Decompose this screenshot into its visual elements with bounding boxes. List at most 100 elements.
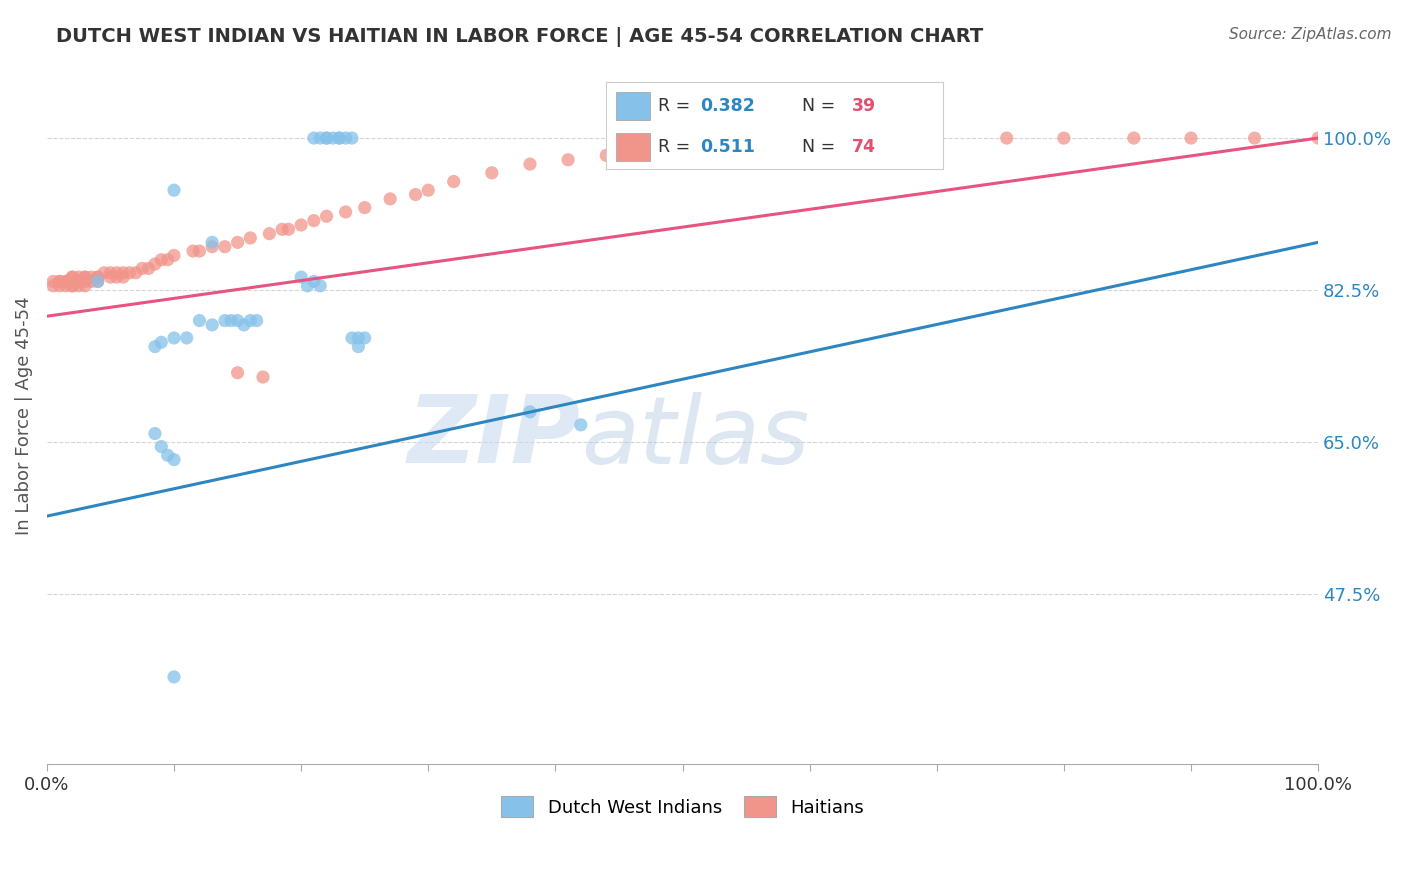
Point xyxy=(353,331,375,345)
Point xyxy=(80,275,103,289)
Point xyxy=(156,448,179,462)
Point xyxy=(80,270,103,285)
Point xyxy=(55,275,77,289)
Point xyxy=(347,331,370,345)
Point xyxy=(1308,131,1330,145)
Point xyxy=(112,270,135,285)
Point xyxy=(277,222,299,236)
Point xyxy=(60,270,83,285)
Y-axis label: In Labor Force | Age 45-54: In Labor Force | Age 45-54 xyxy=(15,297,32,535)
Point xyxy=(259,227,281,241)
Point xyxy=(100,270,122,285)
Point xyxy=(335,205,357,219)
Point xyxy=(42,278,65,293)
Point xyxy=(67,275,90,289)
Point xyxy=(226,313,249,327)
Point xyxy=(176,331,198,345)
Point xyxy=(163,248,186,262)
Point xyxy=(328,131,350,145)
Point xyxy=(143,340,166,354)
Point xyxy=(73,270,96,285)
Point xyxy=(1053,131,1076,145)
Point xyxy=(353,201,375,215)
Point xyxy=(290,218,312,232)
Point xyxy=(271,222,294,236)
Point xyxy=(309,278,332,293)
Point xyxy=(48,275,70,289)
Point xyxy=(93,266,115,280)
Point xyxy=(87,270,110,285)
Point xyxy=(862,131,884,145)
Point xyxy=(340,331,363,345)
Point xyxy=(671,140,693,154)
Point xyxy=(315,209,337,223)
Point xyxy=(347,340,370,354)
Point xyxy=(214,313,236,327)
Point xyxy=(105,266,128,280)
Point xyxy=(723,131,745,145)
Point xyxy=(163,452,186,467)
Point xyxy=(143,257,166,271)
Text: DUTCH WEST INDIAN VS HAITIAN IN LABOR FORCE | AGE 45-54 CORRELATION CHART: DUTCH WEST INDIAN VS HAITIAN IN LABOR FO… xyxy=(56,27,983,46)
Point xyxy=(418,183,440,197)
Point xyxy=(163,670,186,684)
Point xyxy=(87,275,110,289)
Point xyxy=(112,266,135,280)
Text: atlas: atlas xyxy=(581,392,808,483)
Point xyxy=(150,440,173,454)
Point xyxy=(60,278,83,293)
Point xyxy=(67,270,90,285)
Point xyxy=(150,252,173,267)
Point xyxy=(105,270,128,285)
Point xyxy=(995,131,1018,145)
Point xyxy=(302,131,325,145)
Point xyxy=(138,261,160,276)
Point xyxy=(188,313,211,327)
Point xyxy=(405,187,427,202)
Point xyxy=(67,275,90,289)
Point xyxy=(156,252,179,267)
Point xyxy=(118,266,141,280)
Point xyxy=(322,131,344,145)
Point xyxy=(55,275,77,289)
Point xyxy=(378,192,401,206)
Point xyxy=(125,266,148,280)
Point xyxy=(226,366,249,380)
Point xyxy=(143,426,166,441)
Legend: Dutch West Indians, Haitians: Dutch West Indians, Haitians xyxy=(494,789,872,824)
Point xyxy=(48,278,70,293)
Point xyxy=(335,131,357,145)
Point xyxy=(163,331,186,345)
Point xyxy=(315,131,337,145)
Point xyxy=(246,313,269,327)
Point xyxy=(519,157,541,171)
Point xyxy=(100,266,122,280)
Point xyxy=(309,131,332,145)
Point xyxy=(214,240,236,254)
Point xyxy=(201,318,224,332)
Point xyxy=(42,275,65,289)
Point xyxy=(67,278,90,293)
Point xyxy=(226,235,249,250)
Point xyxy=(569,417,592,432)
Point xyxy=(1122,131,1144,145)
Point xyxy=(48,275,70,289)
Point xyxy=(87,270,110,285)
Point xyxy=(557,153,579,167)
Point xyxy=(481,166,503,180)
Point xyxy=(302,213,325,227)
Text: Source: ZipAtlas.com: Source: ZipAtlas.com xyxy=(1229,27,1392,42)
Point xyxy=(315,131,337,145)
Point xyxy=(219,313,242,327)
Point xyxy=(252,370,274,384)
Point xyxy=(150,335,173,350)
Point xyxy=(55,278,77,293)
Point xyxy=(87,275,110,289)
Point xyxy=(163,183,186,197)
Point xyxy=(519,405,541,419)
Point xyxy=(188,244,211,258)
Point xyxy=(925,131,948,145)
Point xyxy=(201,240,224,254)
Point xyxy=(60,270,83,285)
Point xyxy=(290,270,312,285)
